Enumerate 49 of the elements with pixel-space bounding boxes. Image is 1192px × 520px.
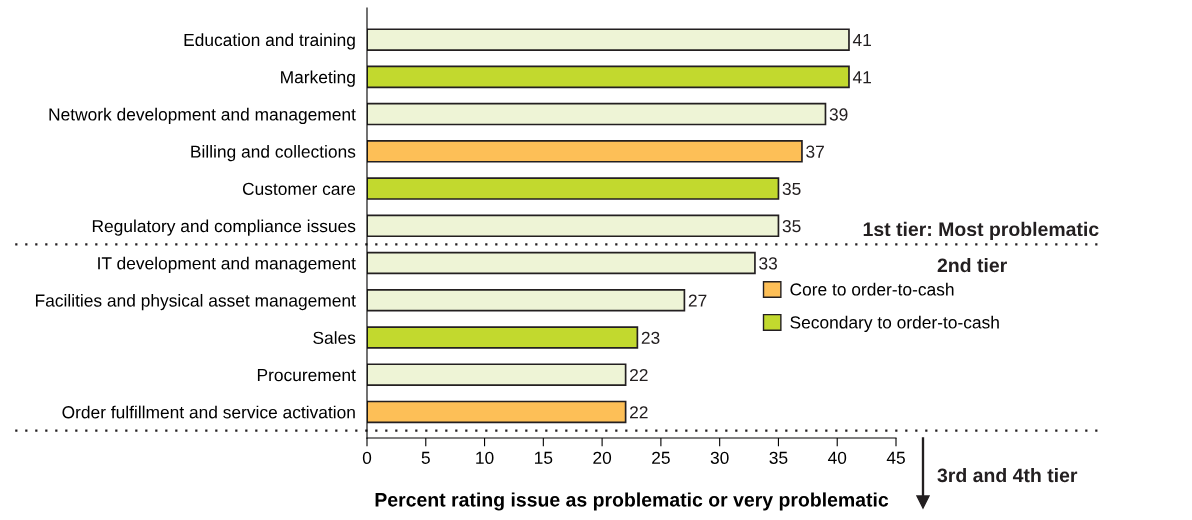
y-tick-label: Billing and collections [191, 145, 356, 162]
y-tick-label: Sales [313, 331, 356, 344]
x-tick-label: 20 [593, 451, 612, 464]
bar [367, 102, 827, 126]
bar [367, 288, 686, 312]
y-tick-label: Network development and management [49, 107, 356, 124]
legend-label: Core to order-to-cash [790, 282, 954, 296]
y-tick-label: Education and training [184, 33, 355, 50]
x-tick-label: 10 [476, 451, 494, 464]
data-label: 41 [852, 71, 871, 84]
bar [367, 28, 850, 51]
data-label: 35 [782, 220, 801, 233]
data-label: 22 [630, 368, 648, 382]
bar [367, 65, 850, 89]
data-label: 41 [852, 34, 871, 46]
x-tick-label: 5 [421, 451, 430, 464]
y-tick-label: Facilities and physical asset management [35, 293, 356, 311]
x-tick-label: 0 [362, 451, 372, 464]
x-tick-label: 15 [535, 451, 553, 464]
data-label: 22 [630, 406, 648, 419]
y-tick-label: Customer care [242, 182, 356, 196]
legend-label: Secondary to order-to-cash [790, 315, 999, 332]
bar [367, 214, 780, 238]
x-tick-label: 30 [710, 451, 729, 464]
data-label: 33 [759, 257, 778, 270]
x-axis-title: Percent rating issue as problematic or very problematic [375, 492, 889, 511]
data-label: 37 [806, 145, 824, 158]
x-tick-label: 35 [769, 451, 788, 464]
bar [367, 140, 803, 163]
ref-line-label: 1st tier: Most problematic [863, 221, 1099, 240]
data-label: 23 [641, 331, 660, 344]
bar [367, 251, 756, 275]
y-tick-label: IT development and management [98, 256, 356, 273]
x-tick-label: 45 [886, 451, 905, 464]
text: 3rd and 4th tier [937, 467, 1078, 483]
data-label: 35 [782, 182, 801, 196]
x-tick-label: 40 [827, 451, 847, 464]
bar [367, 326, 639, 349]
text: 2nd tier [937, 257, 1007, 273]
y-tick-label: Regulatory and compliance issues [92, 219, 356, 236]
bar [367, 363, 627, 386]
x-tick-label: 25 [652, 451, 670, 464]
y-tick-label: Marketing [281, 70, 355, 87]
data-label: 39 [829, 108, 848, 121]
bar [367, 177, 780, 200]
bar [367, 400, 627, 424]
y-tick-label: Order fulfillment and service activation [62, 405, 355, 419]
y-tick-label: Procurement [257, 369, 356, 382]
data-label: 27 [688, 294, 707, 307]
